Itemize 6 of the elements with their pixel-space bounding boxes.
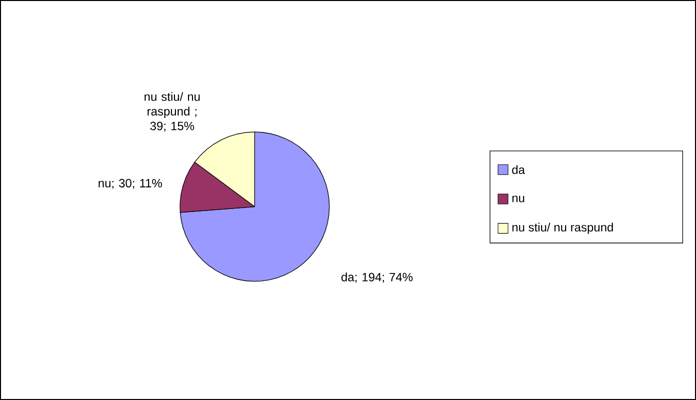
data-label: nu; 30; 11% <box>98 178 162 189</box>
data-label: nu stiu/ nu raspund ; 39; 15% <box>144 92 200 132</box>
data-label: da; 194; 74% <box>341 272 413 283</box>
legend-label: da <box>512 165 525 174</box>
legend-label: nu stiu/ nu raspund <box>512 222 613 234</box>
legend-label: nu <box>512 196 524 202</box>
